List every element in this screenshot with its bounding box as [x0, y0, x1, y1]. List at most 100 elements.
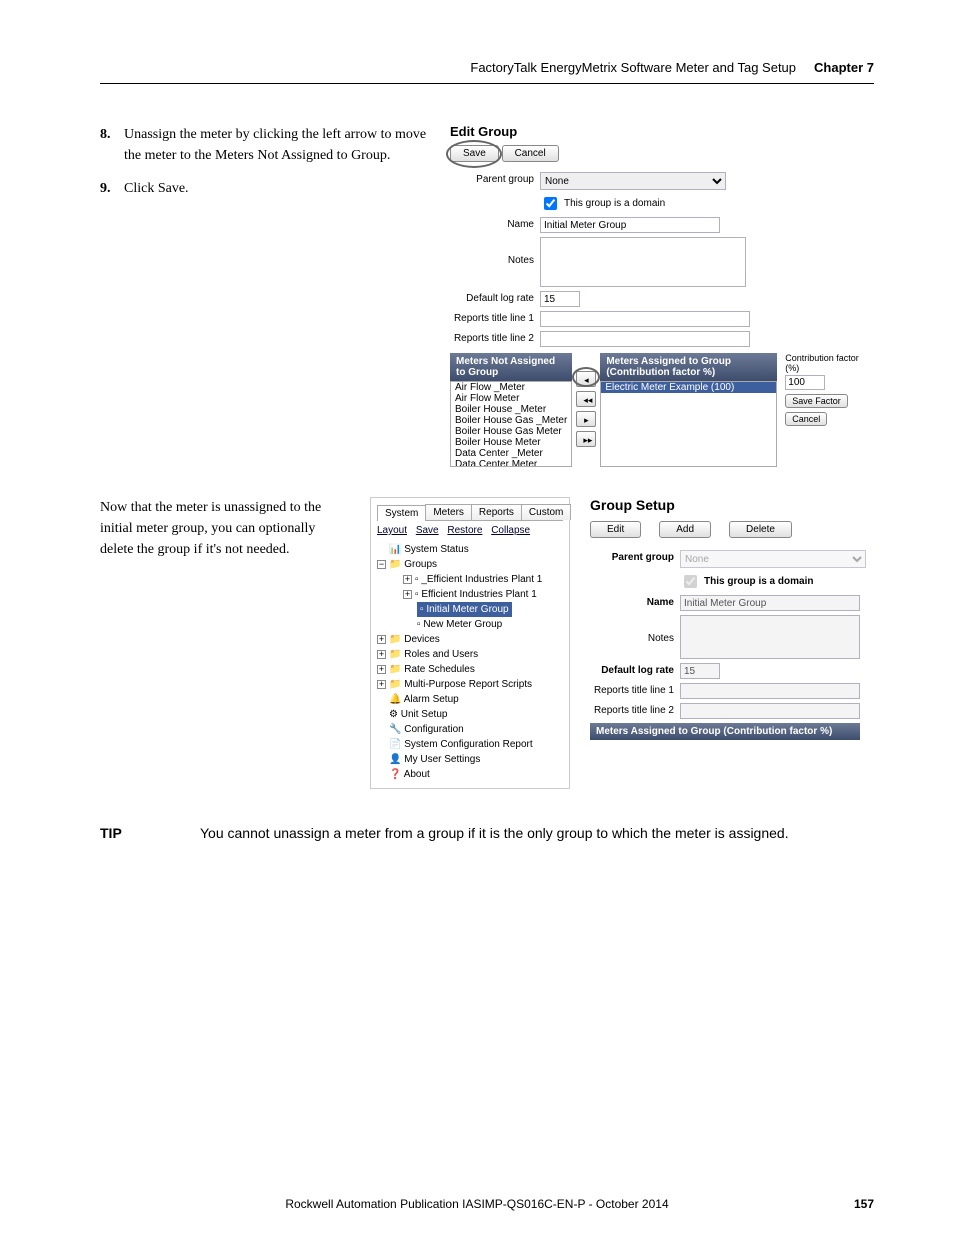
edit-group-panel: Edit Group Save Cancel Parent group None… — [450, 124, 870, 467]
gs-rtl2-input — [680, 703, 860, 719]
tree-scripts[interactable]: +📁 Multi-Purpose Report Scripts — [377, 677, 563, 692]
gs-parent-label: Parent group — [590, 550, 680, 563]
domain-checkbox[interactable] — [544, 197, 557, 210]
name-input[interactable] — [540, 217, 720, 233]
notes-label: Notes — [450, 237, 540, 266]
tab-system[interactable]: System — [377, 505, 426, 521]
move-left-button[interactable]: ◂ — [576, 371, 596, 387]
tree-initial-meter-group[interactable]: ▫ Initial Meter Group — [417, 602, 512, 617]
menu-save[interactable]: Save — [416, 525, 439, 536]
footer-pub: Rockwell Automation Publication IASIMP-Q… — [285, 1197, 668, 1211]
gs-name-label: Name — [590, 595, 680, 608]
header-chapter: Chapter 7 — [814, 60, 874, 75]
rtl1-label: Reports title line 1 — [450, 311, 540, 324]
tree-scr[interactable]: 📄 System Configuration Report — [377, 737, 563, 752]
tip-text: You cannot unassign a meter from a group… — [200, 825, 789, 841]
notes-textarea[interactable] — [540, 237, 746, 287]
list-item[interactable]: Electric Meter Example (100) — [601, 382, 776, 393]
menu-collapse[interactable]: Collapse — [491, 525, 530, 536]
cf-input[interactable] — [785, 375, 825, 390]
step-8: Unassign the meter by clicking the left … — [124, 124, 430, 166]
list-item[interactable]: Boiler House Meter — [451, 437, 571, 448]
tree-about[interactable]: ❓ About — [377, 767, 563, 782]
tree-new-meter-group[interactable]: ▫ New Meter Group — [377, 617, 563, 632]
list-item[interactable]: Data Center _Meter — [451, 448, 571, 459]
instructions-col: Unassign the meter by clicking the left … — [100, 124, 430, 211]
list-item[interactable]: Air Flow _Meter — [451, 382, 571, 393]
gs-notes-label: Notes — [590, 615, 680, 644]
menu-layout[interactable]: Layout — [377, 525, 407, 536]
not-assigned-header: Meters Not Assigned to Group — [450, 353, 572, 381]
gs-add-button[interactable]: Add — [659, 521, 711, 538]
rtl2-input[interactable] — [540, 331, 750, 347]
tree-panel: System Meters Reports Custom Layout Save… — [370, 497, 570, 789]
gs-parent-select: None — [680, 550, 866, 568]
contribution-col: Contribution factor (%) Save Factor Canc… — [785, 353, 870, 467]
body-paragraph: Now that the meter is unassigned to the … — [100, 497, 350, 560]
tip-label: TIP — [100, 825, 160, 841]
cancel-factor-button[interactable]: Cancel — [785, 412, 827, 426]
gs-edit-button[interactable]: Edit — [590, 521, 641, 538]
save-button[interactable]: Save — [450, 145, 499, 162]
list-item[interactable]: Boiler House Gas _Meter — [451, 415, 571, 426]
gs-rtl1-input — [680, 683, 860, 699]
page-footer: Rockwell Automation Publication IASIMP-Q… — [0, 1197, 954, 1211]
move-right-button[interactable]: ▸ — [576, 411, 596, 427]
tree-eip1a[interactable]: +▫ _Efficient Industries Plant 1 — [377, 572, 563, 587]
assigned-header: Meters Assigned to Group (Contribution f… — [600, 353, 777, 381]
tree-tabs: System Meters Reports Custom — [377, 504, 563, 521]
gs-rtl2-label: Reports title line 2 — [590, 703, 680, 716]
assigned-list[interactable]: Electric Meter Example (100) — [600, 381, 777, 467]
cf-label: Contribution factor (%) — [785, 353, 870, 373]
gs-domain-checkbox — [684, 575, 697, 588]
tab-custom[interactable]: Custom — [521, 504, 571, 520]
list-item[interactable]: Boiler House Gas Meter — [451, 426, 571, 437]
list-item[interactable]: Boiler House _Meter — [451, 404, 571, 415]
not-assigned-list[interactable]: Air Flow _MeterAir Flow MeterBoiler Hous… — [450, 381, 572, 467]
gs-assigned-header: Meters Assigned to Group (Contribution f… — [590, 723, 860, 740]
list-item[interactable]: Air Flow Meter — [451, 393, 571, 404]
cancel-button[interactable]: Cancel — [502, 145, 559, 162]
menu-restore[interactable]: Restore — [447, 525, 482, 536]
arrow-buttons: ◂ ◂◂ ▸ ▸▸ — [572, 353, 600, 467]
tab-reports[interactable]: Reports — [471, 504, 522, 520]
tree-rate[interactable]: +📁 Rate Schedules — [377, 662, 563, 677]
dual-list: Meters Not Assigned to Group Air Flow _M… — [450, 353, 870, 467]
gs-domain-label: This group is a domain — [704, 576, 813, 587]
tree-config[interactable]: 🔧 Configuration — [377, 722, 563, 737]
gs-defrate-label: Default log rate — [590, 663, 680, 676]
rtl1-input[interactable] — [540, 311, 750, 327]
def-rate-input[interactable] — [540, 291, 580, 307]
group-setup-title: Group Setup — [590, 497, 870, 513]
parent-group-select[interactable]: None — [540, 172, 726, 190]
rtl2-label: Reports title line 2 — [450, 331, 540, 344]
move-all-right-button[interactable]: ▸▸ — [576, 431, 596, 447]
domain-checkbox-label: This group is a domain — [564, 198, 665, 209]
edit-group-button-row: Save Cancel — [450, 145, 870, 162]
gs-name-input — [680, 595, 860, 611]
tab-meters[interactable]: Meters — [425, 504, 472, 520]
move-all-left-button[interactable]: ◂◂ — [576, 391, 596, 407]
tree-groups[interactable]: −📁 Groups — [377, 557, 563, 572]
tree-devices[interactable]: +📁 Devices — [377, 632, 563, 647]
gs-rtl1-label: Reports title line 1 — [590, 683, 680, 696]
save-factor-button[interactable]: Save Factor — [785, 394, 848, 408]
def-rate-label: Default log rate — [450, 291, 540, 304]
gs-notes-textarea — [680, 615, 860, 659]
tree-user[interactable]: 👤 My User Settings — [377, 752, 563, 767]
tree-unit[interactable]: ⚙ Unit Setup — [377, 707, 563, 722]
tree-roles[interactable]: +📁 Roles and Users — [377, 647, 563, 662]
gs-delete-button[interactable]: Delete — [729, 521, 792, 538]
tree-eip1b[interactable]: +▫ Efficient Industries Plant 1 — [377, 587, 563, 602]
header-title: FactoryTalk EnergyMetrix Software Meter … — [470, 60, 796, 75]
name-label: Name — [450, 217, 540, 230]
tree-menu: Layout Save Restore Collapse — [377, 525, 563, 536]
group-setup-panel: Group Setup Edit Add Delete Parent group… — [590, 497, 870, 740]
list-item[interactable]: Data Center Meter — [451, 459, 571, 467]
tree: 📊 System Status −📁 Groups +▫ _Efficient … — [377, 542, 563, 782]
tree-alarm[interactable]: 🔔 Alarm Setup — [377, 692, 563, 707]
tree-system-status[interactable]: 📊 System Status — [377, 542, 563, 557]
page-header: FactoryTalk EnergyMetrix Software Meter … — [100, 60, 874, 84]
parent-group-label: Parent group — [450, 172, 540, 185]
edit-group-title: Edit Group — [450, 124, 870, 139]
